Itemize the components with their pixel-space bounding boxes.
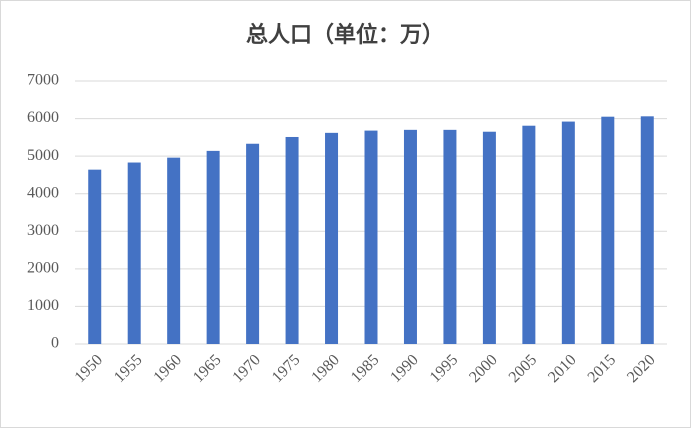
y-tick-label: 7000: [27, 72, 59, 89]
bar: [403, 129, 417, 344]
bar: [443, 129, 457, 344]
bar: [482, 131, 496, 344]
y-tick-label: 2000: [27, 260, 59, 277]
bar: [88, 169, 102, 344]
bar: [640, 116, 654, 345]
bar: [127, 162, 141, 344]
y-tick-label: 6000: [27, 109, 59, 126]
bar: [601, 116, 615, 344]
y-tick-label: 1000: [27, 297, 59, 314]
bar: [325, 132, 339, 344]
y-tick-label: 3000: [27, 222, 59, 239]
bar: [285, 136, 299, 344]
chart-title: 总人口（单位：万）: [246, 22, 444, 48]
bar: [561, 121, 575, 344]
y-tick-label: 4000: [27, 184, 59, 201]
bar: [206, 150, 220, 344]
bar: [364, 130, 378, 344]
bar: [522, 125, 536, 345]
y-tick-label: 0: [51, 335, 59, 352]
y-tick-label: 5000: [27, 147, 59, 164]
bar: [167, 157, 181, 344]
bar: [246, 143, 260, 344]
